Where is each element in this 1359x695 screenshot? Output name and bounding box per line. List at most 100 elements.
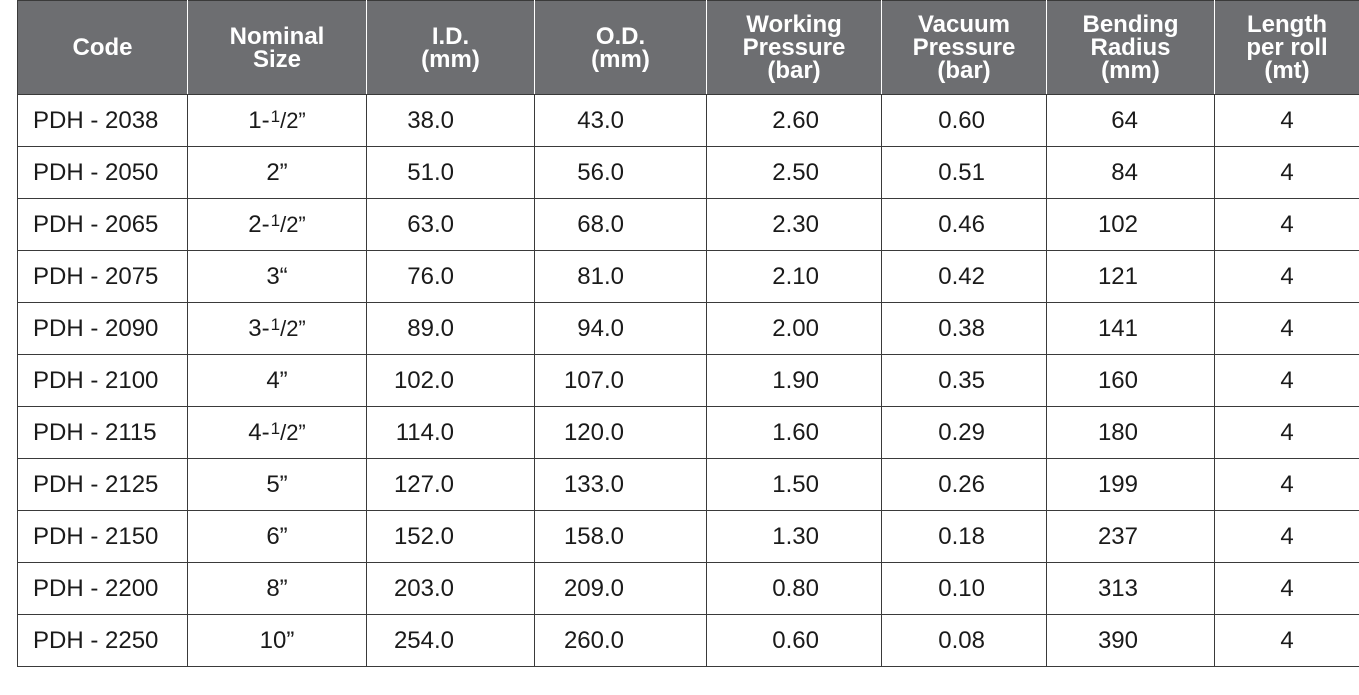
header-line: (bar) bbox=[767, 57, 821, 84]
cell-length-per-roll: 4 bbox=[1214, 562, 1359, 615]
table-row: PDH - 2100 4” 102.0 107.0 1.90 0.35 160 4 bbox=[17, 354, 1359, 407]
table-row: PDH - 2038 1-1/2” 38.0 43.0 2.60 0.60 64 4 bbox=[17, 94, 1359, 147]
cell-vacuum-pressure: 0.10 bbox=[881, 562, 1047, 615]
cell-working-pressure: 1.50 bbox=[706, 458, 882, 511]
cell-length-per-roll: 4 bbox=[1214, 354, 1359, 407]
cell-code: PDH - 2250 bbox=[17, 614, 188, 667]
table-row: PDH - 2200 8” 203.0 209.0 0.80 0.10 313 4 bbox=[17, 562, 1359, 615]
cell-nominal-size: 3-1/2” bbox=[187, 302, 367, 355]
header-line: O.D. bbox=[595, 22, 646, 50]
cell-working-pressure: 2.00 bbox=[706, 302, 882, 355]
cell-length-per-roll: 4 bbox=[1214, 198, 1359, 251]
cell-nominal-size: 10” bbox=[187, 614, 367, 667]
size-whole: 3- bbox=[248, 314, 270, 342]
header-line: Working bbox=[746, 11, 842, 38]
cell-bending-radius: 141 bbox=[1046, 302, 1215, 355]
table-row: PDH - 2115 4-1/2” 114.0 120.0 1.60 0.29 180 4 bbox=[17, 406, 1359, 459]
cell-bending-radius: 313 bbox=[1046, 562, 1215, 615]
header-line: (mm) bbox=[1101, 57, 1160, 84]
size-fraction-slash: / bbox=[280, 211, 287, 237]
size-whole: 1- bbox=[248, 106, 270, 134]
cell-vacuum-pressure: 0.29 bbox=[881, 406, 1047, 459]
table-row: PDH - 2075 3“ 76.0 81.0 2.10 0.42 121 4 bbox=[17, 250, 1359, 303]
cell-nominal-size: 2-1/2” bbox=[187, 198, 367, 251]
header-line: (mt) bbox=[1264, 57, 1310, 84]
cell-code: PDH - 2150 bbox=[17, 510, 188, 563]
header-line: Pressure bbox=[912, 34, 1016, 61]
size-whole: 2” bbox=[266, 158, 288, 186]
size-fraction-denominator: 2” bbox=[286, 107, 306, 133]
cell-vacuum-pressure: 0.18 bbox=[881, 510, 1047, 563]
size-whole: 5” bbox=[266, 470, 288, 498]
cell-nominal-size: 2” bbox=[187, 146, 367, 199]
cell-code: PDH - 2038 bbox=[17, 94, 188, 147]
cell-working-pressure: 2.10 bbox=[706, 250, 882, 303]
table-row: PDH - 2065 2-1/2” 63.0 68.0 2.30 0.46 102 4 bbox=[17, 198, 1359, 251]
size-fraction-numerator: 1 bbox=[270, 106, 281, 126]
cell-vacuum-pressure: 0.08 bbox=[881, 614, 1047, 667]
size-fraction-numerator: 1 bbox=[270, 210, 281, 230]
cell-code: PDH - 2200 bbox=[17, 562, 188, 615]
cell-working-pressure: 2.30 bbox=[706, 198, 882, 251]
cell-length-per-roll: 4 bbox=[1214, 94, 1359, 147]
header-line: Radius bbox=[1090, 34, 1171, 61]
cell-bending-radius: 237 bbox=[1046, 510, 1215, 563]
cell-working-pressure: 0.80 bbox=[706, 562, 882, 615]
header-line: I.D. bbox=[431, 22, 470, 50]
header-line: Pressure bbox=[742, 34, 846, 61]
cell-working-pressure: 1.90 bbox=[706, 354, 882, 407]
cell-length-per-roll: 4 bbox=[1214, 302, 1359, 355]
cell-od: 260.0 bbox=[534, 614, 707, 667]
cell-vacuum-pressure: 0.26 bbox=[881, 458, 1047, 511]
cell-nominal-size: 5” bbox=[187, 458, 367, 511]
size-fraction-slash: / bbox=[280, 315, 287, 341]
header-line: Nominal bbox=[229, 22, 325, 50]
table-row: PDH - 2125 5” 127.0 133.0 1.50 0.26 199 4 bbox=[17, 458, 1359, 511]
header-length-per-roll: Length per roll (mt) bbox=[1214, 0, 1359, 95]
header-nominal-size: Nominal Size bbox=[187, 0, 367, 95]
cell-bending-radius: 390 bbox=[1046, 614, 1215, 667]
cell-bending-radius: 180 bbox=[1046, 406, 1215, 459]
table-body: PDH - 2038 1-1/2” 38.0 43.0 2.60 0.60 64 4 PDH -… bbox=[17, 94, 1359, 667]
cell-od: 209.0 bbox=[534, 562, 707, 615]
cell-working-pressure: 2.50 bbox=[706, 146, 882, 199]
size-fraction-numerator: 1 bbox=[270, 314, 281, 334]
size-fraction-denominator: 2” bbox=[286, 419, 306, 445]
header-id: I.D. (mm) bbox=[366, 0, 535, 95]
cell-working-pressure: 1.30 bbox=[706, 510, 882, 563]
header-code: Code bbox=[17, 0, 188, 95]
cell-code: PDH - 2115 bbox=[17, 406, 188, 459]
header-line: per roll bbox=[1246, 34, 1328, 61]
cell-bending-radius: 160 bbox=[1046, 354, 1215, 407]
cell-nominal-size: 4-1/2” bbox=[187, 406, 367, 459]
cell-code: PDH - 2125 bbox=[17, 458, 188, 511]
cell-length-per-roll: 4 bbox=[1214, 406, 1359, 459]
cell-od: 94.0 bbox=[534, 302, 707, 355]
cell-id: 89.0 bbox=[366, 302, 535, 355]
cell-working-pressure: 1.60 bbox=[706, 406, 882, 459]
header-line: Code bbox=[72, 34, 133, 61]
table-row: PDH - 2250 10” 254.0 260.0 0.60 0.08 390 4 bbox=[17, 614, 1359, 667]
cell-length-per-roll: 4 bbox=[1214, 250, 1359, 303]
cell-vacuum-pressure: 0.42 bbox=[881, 250, 1047, 303]
cell-nominal-size: 4” bbox=[187, 354, 367, 407]
header-vacuum-pressure: Vacuum Pressure (bar) bbox=[881, 0, 1047, 95]
cell-bending-radius: 102 bbox=[1046, 198, 1215, 251]
size-whole: 6” bbox=[266, 522, 288, 550]
cell-od: 158.0 bbox=[534, 510, 707, 563]
cell-code: PDH - 2050 bbox=[17, 146, 188, 199]
cell-od: 68.0 bbox=[534, 198, 707, 251]
cell-bending-radius: 121 bbox=[1046, 250, 1215, 303]
cell-working-pressure: 0.60 bbox=[706, 614, 882, 667]
header-line: Length bbox=[1247, 11, 1327, 38]
size-fraction-slash: / bbox=[280, 107, 287, 133]
size-whole: 4- bbox=[248, 418, 270, 446]
cell-code: PDH - 2065 bbox=[17, 198, 188, 251]
cell-od: 43.0 bbox=[534, 94, 707, 147]
header-line: Vacuum bbox=[917, 11, 1011, 38]
cell-length-per-roll: 4 bbox=[1214, 458, 1359, 511]
size-fraction-slash: / bbox=[280, 419, 287, 445]
size-fraction-denominator: 2” bbox=[286, 315, 306, 341]
table-row: PDH - 2150 6” 152.0 158.0 1.30 0.18 237 4 bbox=[17, 510, 1359, 563]
cell-nominal-size: 1-1/2” bbox=[187, 94, 367, 147]
